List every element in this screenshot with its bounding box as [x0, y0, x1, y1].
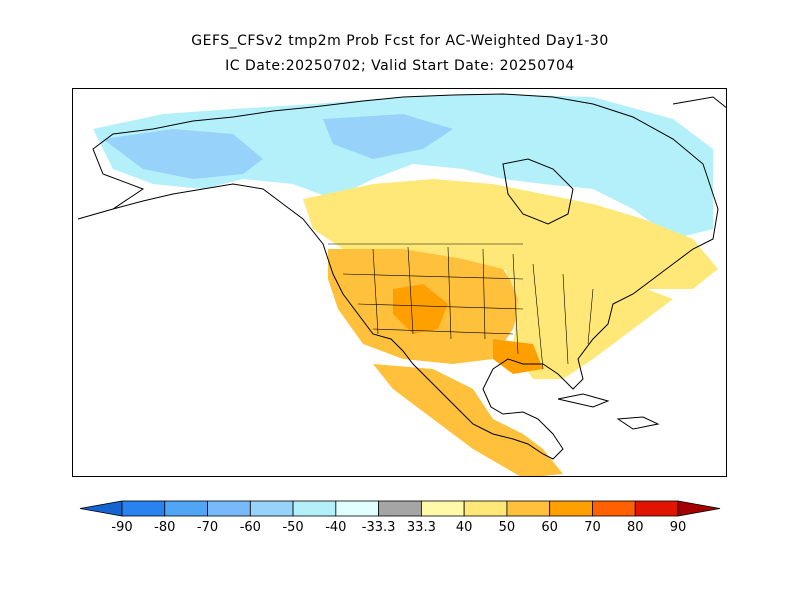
colorbar-tick-label: 70 [584, 520, 601, 535]
probability-map [77, 93, 726, 476]
colorbar-bin [463, 500, 508, 517]
colorbar-tick-label: 40 [456, 520, 473, 535]
colorbar-tick-label: -70 [197, 520, 218, 535]
colorbar-bin [549, 500, 593, 517]
colorbar-tick-label: 90 [670, 520, 687, 535]
coastline-hispaniola [616, 416, 660, 430]
coastline-hudson-bay [502, 158, 574, 225]
state-borders [328, 243, 594, 370]
coastline-cuba [557, 393, 610, 408]
shade-gulf-warm [493, 339, 543, 374]
coastline-north-america [77, 93, 719, 460]
colorbar-tick-label: -90 [111, 520, 132, 535]
map-title: GEFS_CFSv2 tmp2m Prob Fcst for AC-Weight… [191, 33, 609, 49]
colorbar-bin [249, 500, 294, 517]
colorbar-bin [121, 500, 166, 517]
colorbar-tick-label: -60 [240, 520, 261, 535]
colorbar-tick-label: 60 [541, 520, 558, 535]
shade-alaska-north [93, 94, 713, 239]
shade-canada-south [303, 179, 718, 289]
shade-southwest-hot [393, 284, 448, 334]
shade-alaska-core [103, 129, 263, 179]
colorbar-tick-label: 33.3 [407, 520, 436, 535]
colorbar-bin [506, 500, 551, 517]
shade-mexico [373, 364, 563, 476]
colorbar-bin [634, 500, 679, 517]
colorbar-bin [164, 500, 208, 517]
colorbar-bin [378, 500, 422, 517]
colorbar-tick-label: 50 [499, 520, 516, 535]
colorbar-bin [335, 500, 380, 517]
colorbar-tick-label: 80 [627, 520, 644, 535]
shade-canada-north [323, 114, 453, 159]
map-panel [72, 88, 727, 477]
map-subtitle: IC Date:20250702; Valid Start Date: 2025… [225, 58, 575, 74]
coastline-greenland-edge [672, 96, 726, 109]
colorbar-bin [420, 500, 465, 517]
colorbar-arrow-high [677, 500, 721, 517]
colorbar-tick-label: -33.3 [362, 520, 396, 535]
colorbar-tick-label: -40 [325, 520, 346, 535]
colorbar-tick-label: -50 [282, 520, 303, 535]
colorbar-bin [207, 500, 251, 517]
colorbar-arrow-low [79, 500, 123, 517]
colorbar-bin [292, 500, 337, 517]
shade-east-us [503, 264, 673, 379]
colorbar-tick-label: -80 [154, 520, 175, 535]
colorbar-bin [592, 500, 636, 517]
coastlines [77, 93, 726, 460]
